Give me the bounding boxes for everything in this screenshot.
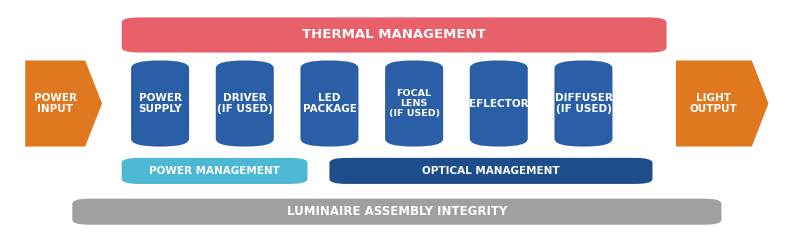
Text: FOCAL
LENS
(IF USED): FOCAL LENS (IF USED) [389, 89, 440, 118]
Text: DRIVER
(IF USED): DRIVER (IF USED) [217, 93, 273, 114]
Text: OPTICAL MANAGEMENT: OPTICAL MANAGEMENT [422, 166, 560, 176]
FancyBboxPatch shape [131, 60, 189, 147]
Polygon shape [26, 60, 102, 147]
FancyBboxPatch shape [216, 60, 274, 147]
Text: POWER
SUPPLY: POWER SUPPLY [138, 93, 182, 114]
FancyBboxPatch shape [554, 60, 613, 147]
Text: REFLECTORS: REFLECTORS [462, 99, 536, 108]
Text: LIGHT
OUTPUT: LIGHT OUTPUT [690, 93, 738, 114]
Text: POWER
INPUT: POWER INPUT [34, 93, 77, 114]
Polygon shape [676, 60, 769, 147]
FancyBboxPatch shape [330, 158, 653, 184]
FancyBboxPatch shape [385, 60, 443, 147]
FancyBboxPatch shape [122, 158, 307, 184]
Text: LUMINAIRE ASSEMBLY INTEGRITY: LUMINAIRE ASSEMBLY INTEGRITY [286, 205, 507, 218]
Text: THERMAL MANAGEMENT: THERMAL MANAGEMENT [302, 28, 486, 41]
Text: DIFFUSER
(IF USED): DIFFUSER (IF USED) [554, 93, 612, 114]
FancyBboxPatch shape [301, 60, 358, 147]
FancyBboxPatch shape [470, 60, 528, 147]
FancyBboxPatch shape [72, 199, 722, 225]
FancyBboxPatch shape [122, 17, 666, 53]
Text: POWER MANAGEMENT: POWER MANAGEMENT [149, 166, 280, 176]
Text: LED
PACKAGE: LED PACKAGE [302, 93, 356, 114]
